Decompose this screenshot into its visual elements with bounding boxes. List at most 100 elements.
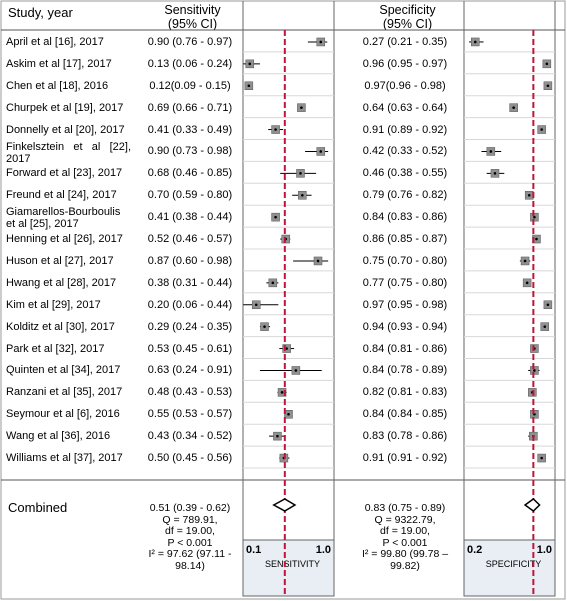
sens-point-marker <box>281 234 290 244</box>
sens-point-center <box>248 62 252 66</box>
sens-point-center <box>282 456 286 460</box>
spec-point-marker <box>530 366 539 375</box>
sens-point-center <box>254 303 258 307</box>
spec-point-marker <box>530 212 539 222</box>
spec-point-marker <box>522 278 532 288</box>
spec-point-marker <box>530 344 539 353</box>
sensitivity-value: 0.69 (0.66 - 0.71) <box>147 101 233 114</box>
sens-point-marker <box>244 81 254 90</box>
specificity-value: 0.42 (0.33 - 0.52) <box>362 145 448 158</box>
sensitivity-value: 0.50 (0.45 - 0.56) <box>147 452 233 465</box>
spec-point-marker <box>537 125 546 134</box>
sensitivity-value: 0.53 (0.45 - 0.61) <box>147 342 233 355</box>
sensitivity-stat-line: 0.51 (0.39 - 0.62) <box>149 502 231 514</box>
specificity-stat-line: df = 19.00, <box>380 525 430 537</box>
sens-point-marker <box>297 103 306 112</box>
sens-point-center <box>294 369 298 372</box>
spec-point-marker <box>543 81 553 90</box>
spec-point-marker <box>530 410 539 419</box>
specificity-value: 0.84 (0.81 - 0.86) <box>362 342 448 355</box>
sens-point-marker <box>251 300 261 309</box>
specificity-value: 0.84 (0.84 - 0.85) <box>362 408 448 421</box>
spec-point-center <box>512 106 515 109</box>
specificity-value: 0.91 (0.91 - 0.92) <box>362 452 448 465</box>
specificity-stat-line: I² = 99.80 (99.78 – <box>361 548 449 560</box>
sens-point-marker <box>268 278 278 288</box>
sens-point-marker <box>284 410 293 419</box>
sensitivity-value: 0.63 (0.24 - 0.91) <box>147 364 233 377</box>
sensitivity-value: 0.52 (0.46 - 0.57) <box>147 233 233 246</box>
specificity-header-title: Specificity <box>379 3 436 17</box>
specificity-combined-stats: 0.83 (0.75 - 0.89) Q = 9322.79, df = 19.00… <box>345 502 465 572</box>
specificity-value: 0.86 (0.85 - 0.87) <box>362 233 448 246</box>
spec-combined-diamond <box>523 498 541 512</box>
spec-point-marker <box>537 453 546 463</box>
spec-point-center <box>527 193 531 197</box>
spec-point-center <box>493 172 497 175</box>
sens-point-center <box>319 150 323 153</box>
specificity-value: 0.79 (0.76 - 0.82) <box>362 189 448 202</box>
spec-point-center <box>533 369 536 372</box>
spec-point-center <box>473 40 477 44</box>
sens-point-center <box>299 172 302 175</box>
spec-point-marker <box>471 37 480 47</box>
sensitivity-value: 0.43 (0.34 - 0.52) <box>147 430 233 443</box>
sens-point-center <box>301 193 304 197</box>
combined-label: Combined <box>8 500 68 515</box>
sens-point-center <box>316 259 320 263</box>
sens-point-center <box>276 434 279 438</box>
sens-point-marker <box>273 431 282 441</box>
specificity-value: 0.96 (0.95 - 0.97) <box>362 57 448 70</box>
sensitivity-value: 0.41 (0.33 - 0.49) <box>147 123 233 136</box>
sensitivity-value: 0.29 (0.24 - 0.35) <box>147 320 233 333</box>
sens-point-marker <box>279 453 289 463</box>
spec-point-marker <box>529 431 538 441</box>
spec-point-center <box>533 347 536 350</box>
sens-point-marker <box>296 169 305 178</box>
spec-point-center <box>533 412 536 416</box>
spec-point-marker <box>532 234 541 244</box>
sensitivity-value: 0.13 (0.06 - 0.24) <box>147 57 233 70</box>
sensitivity-header: Sensitivity (95% CI) <box>145 3 240 31</box>
spec-point-center <box>535 237 538 241</box>
specificity-stat-line: 0.83 (0.75 - 0.89) <box>364 502 446 514</box>
spec-point-marker <box>524 191 534 200</box>
sens-axis-label: SENSITIVITY <box>265 559 320 569</box>
spec-point-center <box>546 84 550 88</box>
sens-point-marker <box>260 322 269 331</box>
specificity-value: 0.75 (0.70 - 0.80) <box>362 254 448 267</box>
sensitivity-value: 0.90 (0.76 - 0.97) <box>147 35 233 48</box>
specificity-value: 0.94 (0.93 - 0.94) <box>362 320 448 333</box>
sens-point-center <box>284 237 288 241</box>
specificity-header: Specificity (95% CI) <box>360 3 455 31</box>
sensitivity-value: 0.90 (0.73 - 0.98) <box>147 145 233 158</box>
sensitivity-stat-line: I² = 97.62 (97.11 - <box>148 548 232 560</box>
sens-point-marker <box>313 256 323 266</box>
specificity-value: 0.83 (0.78 - 0.86) <box>362 430 448 443</box>
sens-point-center <box>274 128 277 131</box>
sens-point-center <box>247 84 251 88</box>
spec-tick-label: 0.2 <box>467 544 482 556</box>
sensitivity-value: 0.41 (0.38 - 0.44) <box>147 211 233 224</box>
spec-point-center <box>489 150 493 153</box>
spec-axis-area <box>463 539 556 597</box>
specificity-stat-line: 99.82) <box>390 559 420 572</box>
spec-point-center <box>540 456 543 460</box>
sensitivity-stat-line: 98.14) <box>175 559 205 572</box>
spec-point-center <box>525 281 529 285</box>
study-label: Giamarellos-Bourboulis et al [25], 2017 <box>6 206 121 231</box>
sens-point-marker <box>291 366 301 375</box>
sensitivity-value: 0.87 (0.60 - 0.98) <box>147 254 233 267</box>
specificity-value: 0.64 (0.63 - 0.64) <box>362 101 448 114</box>
sensitivity-header-title: Sensitivity <box>164 3 221 17</box>
sens-combined-diamond <box>272 498 297 512</box>
sensitivity-stat-line: df = 19.00, <box>165 525 215 537</box>
spec-point-marker <box>540 322 550 331</box>
sensitivity-value: 0.70 (0.59 - 0.80) <box>147 189 233 202</box>
sensitivity-value: 0.48 (0.43 - 0.53) <box>147 386 233 399</box>
sens-point-marker <box>316 147 326 156</box>
spec-point-center <box>531 391 534 394</box>
spec-point-center <box>523 259 527 263</box>
spec-point-marker <box>490 169 500 178</box>
sensitivity-value: 0.55 (0.53 - 0.57) <box>147 408 233 421</box>
